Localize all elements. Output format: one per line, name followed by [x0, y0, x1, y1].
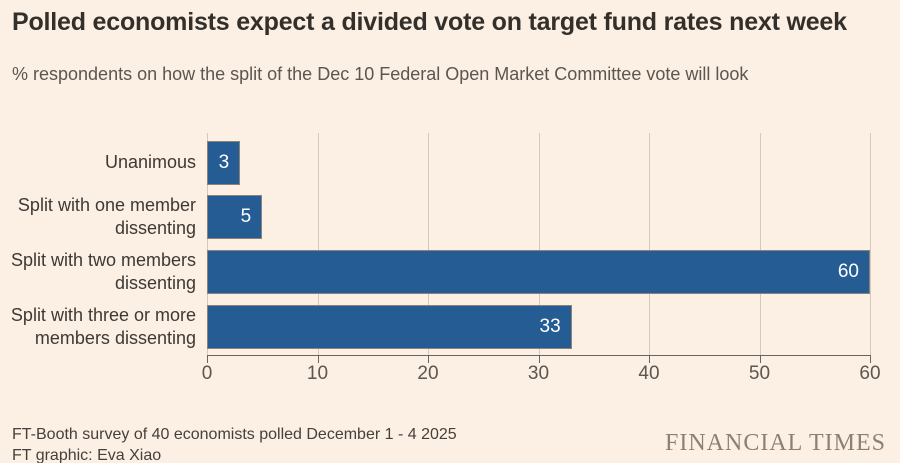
gridline-x-40 — [649, 133, 650, 355]
category-label-1: Split with one member dissenting — [17, 195, 196, 239]
bar-value-label: 33 — [539, 315, 561, 337]
bar-value-label: 3 — [218, 151, 230, 173]
x-tick-label-50: 50 — [748, 363, 771, 384]
x-tick-label-60: 60 — [859, 363, 881, 384]
category-label-3: Split with three or more members dissent… — [10, 304, 196, 348]
x-tick-mark-0 — [207, 355, 208, 363]
gridline-x-50 — [759, 133, 761, 355]
x-tick-label-30: 30 — [527, 363, 550, 384]
x-tick-label-0: 0 — [201, 363, 213, 384]
category-label-0: Unanimous — [104, 152, 196, 172]
bar-value-label: 5 — [240, 206, 252, 228]
chart-title: Polled economists expect a divided vote … — [12, 8, 847, 36]
bar-3: 33 — [207, 304, 572, 349]
plot-area: 3 5 60 33 — [207, 133, 871, 355]
x-tick-mark-50 — [759, 355, 761, 363]
x-tick-mark-40 — [649, 355, 650, 363]
bar-2: 60 — [207, 250, 870, 295]
gridline-x-0 — [207, 133, 208, 355]
x-tick-label-20: 20 — [417, 363, 439, 384]
x-tick-mark-10 — [317, 355, 319, 363]
x-tick-label-40: 40 — [638, 363, 660, 384]
gridline-x-10 — [317, 133, 319, 355]
x-tick-mark-60 — [870, 355, 871, 363]
category-label-2: Split with two members dissenting — [10, 250, 196, 294]
source-note: FT-Booth survey of 40 economists polled … — [12, 426, 457, 443]
bar-value-label: 60 — [837, 261, 859, 283]
chart-subtitle: % respondents on how the split of the De… — [12, 64, 749, 84]
gridline-x-20 — [428, 133, 429, 355]
gridline-x-60 — [870, 133, 871, 355]
financial-times-wordmark: FINANCIAL TIMES — [664, 430, 886, 456]
x-tick-label-10: 10 — [306, 363, 329, 384]
bar-1: 5 — [207, 195, 263, 240]
x-tick-mark-20 — [428, 355, 429, 363]
y-axis-category-labels: Unanimous Split with one member dissentin… — [0, 133, 196, 355]
gridline-x-30 — [538, 133, 540, 355]
x-tick-mark-30 — [538, 355, 540, 363]
credit-note: FT graphic: Eva Xiao — [12, 447, 162, 463]
bar-0: 3 — [207, 140, 241, 185]
